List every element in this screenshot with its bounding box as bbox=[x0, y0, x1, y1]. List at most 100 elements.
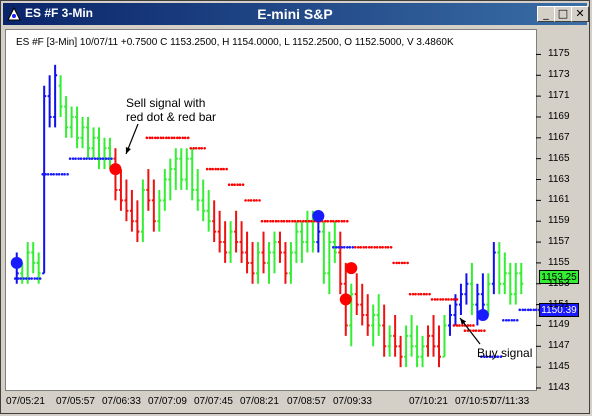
red-stop-dot bbox=[395, 261, 398, 265]
window-title: ES #F 3-Min bbox=[25, 6, 94, 20]
price-bar bbox=[135, 200, 140, 243]
red-stop-dot bbox=[480, 329, 483, 332]
red-stop-dot bbox=[159, 136, 163, 140]
price-bar bbox=[409, 315, 414, 357]
red-stop-dot bbox=[392, 261, 395, 265]
red-stop-dot bbox=[211, 167, 214, 171]
price-bar bbox=[47, 75, 52, 128]
price-bar bbox=[212, 200, 217, 243]
price-bar bbox=[53, 64, 58, 128]
y-tick-label: 1171 bbox=[548, 90, 570, 102]
y-tick-label: 1143 bbox=[548, 382, 570, 393]
price-bar bbox=[288, 242, 293, 284]
price-bar bbox=[80, 116, 85, 149]
y-tick-label: 1147 bbox=[548, 340, 570, 352]
red-stop-dot bbox=[324, 219, 327, 223]
red-stop-dot bbox=[472, 329, 475, 332]
price-bar bbox=[217, 210, 222, 253]
plot-area[interactable] bbox=[5, 29, 537, 391]
price-bar bbox=[173, 148, 178, 190]
blue-stop-dot bbox=[494, 355, 497, 359]
blue-stop-dot bbox=[505, 318, 508, 322]
y-tick-label: 1155 bbox=[548, 256, 570, 268]
red-stop-dot bbox=[302, 219, 305, 223]
x-tick-label: 07/05:57 bbox=[56, 396, 95, 407]
blue-stop-dot bbox=[496, 355, 500, 359]
red-stop-dot bbox=[285, 219, 289, 223]
sell-arrow-head bbox=[125, 147, 131, 154]
blue-stop-dot bbox=[16, 277, 20, 280]
price-bar bbox=[480, 273, 485, 316]
price-bar bbox=[519, 262, 524, 295]
price-bar bbox=[371, 304, 376, 347]
price-bar bbox=[469, 262, 474, 316]
buy-annotation: Buy signal bbox=[477, 346, 533, 360]
blue-stop-dot bbox=[529, 308, 533, 312]
red-stop-dot bbox=[406, 261, 409, 265]
red-stop-dot bbox=[255, 199, 258, 202]
price-bar bbox=[267, 242, 271, 284]
title-bar[interactable]: ES #F 3-Min E-mini S&P _ □ ✕ bbox=[3, 3, 589, 25]
blue-stop-dot bbox=[101, 157, 105, 160]
price-bar bbox=[464, 273, 469, 305]
price-bar bbox=[299, 221, 304, 263]
blue-stop-dot bbox=[22, 277, 26, 280]
red-stop-dot bbox=[389, 245, 393, 249]
price-bar bbox=[442, 315, 447, 358]
red-stop-dot bbox=[340, 219, 344, 223]
red-stop-dot bbox=[214, 167, 217, 171]
x-tick-label: 07/08:57 bbox=[287, 396, 326, 407]
blue-stop-dot bbox=[480, 355, 483, 359]
blue-stop-dot bbox=[348, 245, 352, 249]
red-stop-dot bbox=[367, 245, 371, 249]
red-stop-dot bbox=[151, 136, 154, 140]
price-bar bbox=[431, 315, 436, 357]
blue-stop-dot bbox=[332, 245, 335, 249]
price-bar bbox=[376, 294, 381, 336]
blue-stop-dot bbox=[33, 277, 36, 280]
y-tick-label: 1173 bbox=[548, 69, 570, 81]
red-stop-dot bbox=[356, 245, 360, 249]
red-stop-dot bbox=[222, 167, 225, 171]
close-button[interactable]: ✕ bbox=[571, 6, 589, 22]
red-stop-dot bbox=[332, 219, 335, 223]
red-stop-dot bbox=[156, 136, 160, 140]
blue-stop-dot bbox=[52, 173, 55, 176]
blue-stop-dot bbox=[30, 277, 33, 280]
last-price-tag: 1153.25 bbox=[539, 270, 579, 284]
sell-annotation-line1: Sell signal with bbox=[126, 96, 206, 110]
sell-annotation-line2: red dot & red bar bbox=[126, 110, 217, 124]
price-bar bbox=[365, 294, 370, 336]
blue-stop-dot bbox=[46, 173, 50, 176]
red-stop-dot bbox=[447, 298, 450, 301]
price-bar bbox=[256, 242, 261, 284]
price-bar bbox=[382, 304, 387, 357]
red-stop-dot bbox=[271, 219, 275, 223]
blue-stop-dot bbox=[71, 157, 75, 160]
price-bar bbox=[118, 169, 123, 211]
price-bar bbox=[36, 252, 41, 284]
red-stop-dot bbox=[296, 219, 300, 223]
red-stop-dot bbox=[192, 146, 196, 150]
blue-stop-dot bbox=[74, 157, 77, 160]
blue-stop-dot bbox=[485, 355, 489, 359]
red-stop-dot bbox=[181, 136, 185, 140]
red-stop-dot bbox=[466, 324, 470, 327]
price-bar bbox=[75, 106, 80, 149]
red-stop-dot bbox=[260, 219, 264, 223]
blue-stop-dot bbox=[35, 277, 39, 280]
blue-stop-dot bbox=[512, 318, 516, 322]
price-bar bbox=[107, 137, 112, 170]
price-bar bbox=[393, 315, 398, 357]
red-stop-dot bbox=[145, 136, 149, 140]
red-stop-dot bbox=[384, 245, 387, 249]
red-stop-dot bbox=[282, 219, 286, 223]
price-bar bbox=[426, 325, 431, 357]
red-stop-dot bbox=[345, 219, 349, 223]
maximize-button[interactable]: □ bbox=[554, 6, 572, 22]
price-bar bbox=[129, 189, 134, 232]
chart-title: E-mini S&P bbox=[257, 6, 333, 22]
x-tick-label: 07/11:33 bbox=[491, 396, 530, 407]
minimize-button[interactable]: _ bbox=[537, 6, 555, 22]
